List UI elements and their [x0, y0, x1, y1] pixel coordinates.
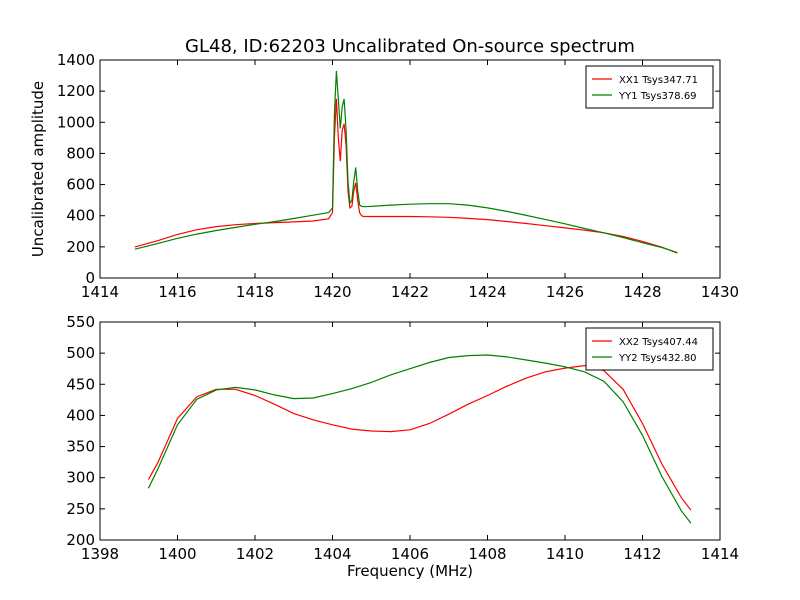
legend-label-1: XX2 Tsys407.44 [619, 337, 698, 348]
x-axis-title: Frequency (MHz) [347, 562, 473, 580]
x-tick-label: 1408 [468, 545, 506, 563]
x-tick-label: 1402 [236, 545, 274, 563]
legend-label-2: YY2 Tsys432.80 [618, 353, 697, 364]
y-tick-label: 0 [85, 269, 95, 287]
x-tick-label: 1414 [701, 545, 739, 563]
legend-label-2: YY1 Tsys378.69 [618, 91, 697, 102]
legend-box [585, 65, 714, 109]
x-tick-label: 1428 [623, 283, 661, 301]
y-tick-label: 350 [66, 438, 95, 456]
chart-title: GL48, ID:62203 Uncalibrated On-source sp… [185, 36, 635, 57]
x-tick-label: 1412 [623, 545, 661, 563]
series-line-1-panel-2 [147, 364, 692, 511]
y-tick-label: 200 [66, 238, 95, 256]
legend-label-1: XX1 Tsys347.71 [619, 75, 698, 86]
x-tick-label: 1426 [546, 283, 584, 301]
x-tick-label: 1418 [236, 283, 274, 301]
y-tick-label: 400 [66, 207, 95, 225]
x-tick-label: 1404 [313, 545, 351, 563]
x-tick-label: 1406 [391, 545, 429, 563]
x-tick-label: 1400 [158, 545, 196, 563]
y-tick-label: 450 [66, 375, 95, 393]
x-tick-label: 1416 [158, 283, 196, 301]
x-tick-label: 1422 [391, 283, 429, 301]
x-tick-label: 1410 [546, 545, 584, 563]
y-tick-label: 200 [66, 531, 95, 549]
series-line-2-panel-1 [134, 70, 678, 254]
x-tick-label: 1420 [313, 283, 351, 301]
y-tick-label: 250 [66, 500, 95, 518]
x-tick-label: 1430 [701, 283, 739, 301]
series-line-2-panel-2 [147, 354, 692, 524]
series-line-1-panel-1 [134, 98, 678, 254]
legend-box [585, 327, 714, 371]
y-tick-label: 1000 [57, 113, 95, 131]
y-tick-label: 400 [66, 406, 95, 424]
y-tick-label: 500 [66, 344, 95, 362]
y-tick-label: 1400 [57, 51, 95, 69]
y-tick-label: 1200 [57, 82, 95, 100]
x-tick-label: 1414 [81, 283, 119, 301]
y-tick-label: 550 [66, 313, 95, 331]
y-axis-title: Uncalibrated amplitude [29, 81, 47, 257]
y-tick-label: 600 [66, 176, 95, 194]
x-tick-label: 1424 [468, 283, 506, 301]
y-tick-label: 300 [66, 469, 95, 487]
y-tick-label: 800 [66, 144, 95, 162]
x-tick-label: 1398 [81, 545, 119, 563]
